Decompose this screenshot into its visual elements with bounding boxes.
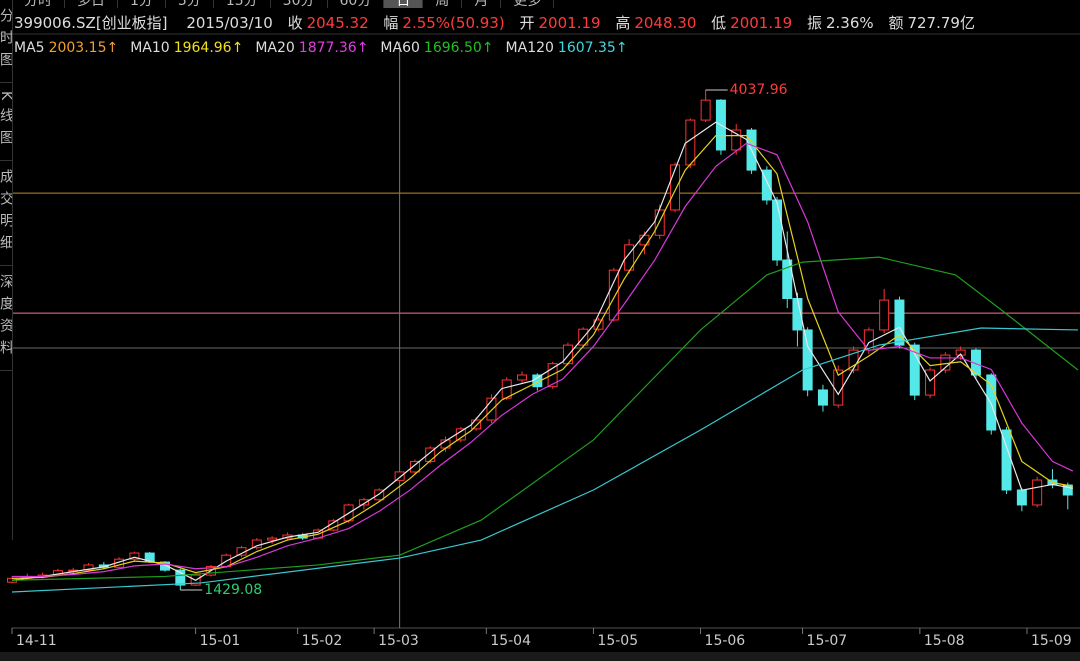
x-tick-label: 15-05: [597, 633, 638, 649]
candle-body: [251, 539, 262, 549]
x-tick-label: 15-06: [705, 633, 746, 649]
candle-body: [374, 489, 385, 501]
candle-body: [358, 499, 369, 506]
side-tab[interactable]: K线图: [0, 83, 12, 162]
candle-body: [608, 269, 619, 321]
tab[interactable]: 更多: [501, 0, 555, 9]
candle-body: [909, 344, 920, 396]
candle-body: [731, 129, 742, 151]
candle-body: [761, 169, 772, 201]
candle-body: [925, 369, 936, 396]
quote-header: 399006.SZ[创业板指] 2015/03/10 收 2045.32 幅 2.5…: [14, 12, 985, 33]
candle-body: [782, 259, 793, 300]
x-tick-label: 15-03: [378, 633, 419, 649]
legend-name: MA120: [505, 40, 554, 56]
candle-body: [409, 460, 420, 473]
candle-body: [486, 397, 497, 421]
x-tick-label: 15-01: [200, 633, 241, 649]
candle-body: [817, 389, 828, 406]
candle-body: [1032, 479, 1043, 506]
tab[interactable]: 5分: [166, 0, 214, 9]
value: 2048.30: [634, 14, 697, 32]
period-tabs: 分时 多日 1分 5分 15分 30分 60分日周月更多: [12, 0, 555, 9]
label: 收: [287, 14, 303, 32]
value: 727.79亿: [907, 14, 975, 32]
bottom-bar: [0, 652, 1080, 661]
legend-value: 1607.35↑: [557, 40, 628, 56]
value: 2.36%: [826, 14, 874, 32]
label: 开: [519, 14, 535, 32]
side-tab[interactable]: 深度资料: [0, 266, 12, 372]
tab[interactable]: 60分: [328, 0, 385, 9]
tab[interactable]: 分时: [12, 0, 65, 9]
legend-name: MA10: [130, 40, 170, 56]
candle-body: [1016, 489, 1027, 506]
candle-body: [83, 564, 94, 571]
value: 2001.19: [538, 14, 601, 32]
candle-body: [772, 199, 783, 261]
ma-line: [11, 135, 1073, 579]
ma-line: [12, 142, 1074, 578]
label: 高: [615, 14, 631, 32]
candle-body: [879, 299, 890, 331]
candle-body: [129, 552, 140, 560]
label: 振: [806, 14, 822, 32]
tab[interactable]: 日: [384, 0, 424, 9]
candle-body: [175, 569, 186, 586]
candle-body: [894, 299, 905, 346]
candle-body: [394, 471, 405, 481]
tab[interactable]: 多日: [65, 0, 118, 9]
label: 幅: [383, 14, 399, 32]
x-tick-label: 15-07: [807, 633, 848, 649]
code: 399006.SZ[创业板指]: [14, 14, 168, 32]
date: 2015/03/10: [186, 14, 273, 32]
candle-body: [700, 99, 711, 121]
ma-line: [11, 121, 1073, 581]
candle-body: [160, 561, 171, 571]
candle-body: [670, 164, 681, 211]
x-tick-label: 15-02: [302, 633, 343, 649]
legend-value: 1877.36↑: [298, 40, 369, 56]
ma-line: [11, 256, 1079, 581]
candle-body: [267, 537, 278, 541]
legend-value: 2003.15↑: [48, 40, 119, 56]
tab[interactable]: 周: [423, 0, 463, 9]
x-tick-label: 15-08: [924, 633, 965, 649]
x-tick-label: 14-11: [16, 633, 57, 649]
candle-body: [986, 374, 997, 431]
candle-body: [517, 374, 528, 381]
x-tick-label: 15-04: [490, 633, 531, 649]
ma-line: [11, 327, 1078, 593]
x-tick-label: 15-09: [1031, 633, 1072, 649]
annotation: 1429.08: [204, 582, 262, 598]
side-tabs: 分时图 K线图 成交明细 深度资料: [0, 0, 13, 540]
legend-name: MA60: [380, 40, 420, 56]
ma-legend: MA5 2003.15↑ MA10 1964.96↑ MA20 1877.36↑ MA60 1…: [14, 40, 640, 56]
tab[interactable]: 月: [462, 0, 502, 9]
tab[interactable]: 30分: [271, 0, 328, 9]
tab[interactable]: 15分: [214, 0, 271, 9]
label: 额: [888, 14, 904, 32]
legend-value: 1696.50↑: [423, 40, 494, 56]
legend-name: MA5: [14, 40, 45, 56]
candle-body: [471, 419, 482, 430]
side-tab[interactable]: 分时图: [0, 0, 12, 83]
label: 低: [711, 14, 727, 32]
annotation: 4037.96: [730, 82, 788, 98]
side-tab[interactable]: 成交明细: [0, 161, 12, 267]
value: 2001.19: [730, 14, 793, 32]
candle-body: [624, 244, 635, 271]
legend-name: MA20: [255, 40, 295, 56]
legend-value: 1964.96↑: [173, 40, 244, 56]
tab[interactable]: 1分: [118, 0, 166, 9]
value: 2045.32: [306, 14, 369, 32]
value: 2.55%(50.93): [402, 14, 505, 32]
candle-body: [802, 329, 813, 391]
